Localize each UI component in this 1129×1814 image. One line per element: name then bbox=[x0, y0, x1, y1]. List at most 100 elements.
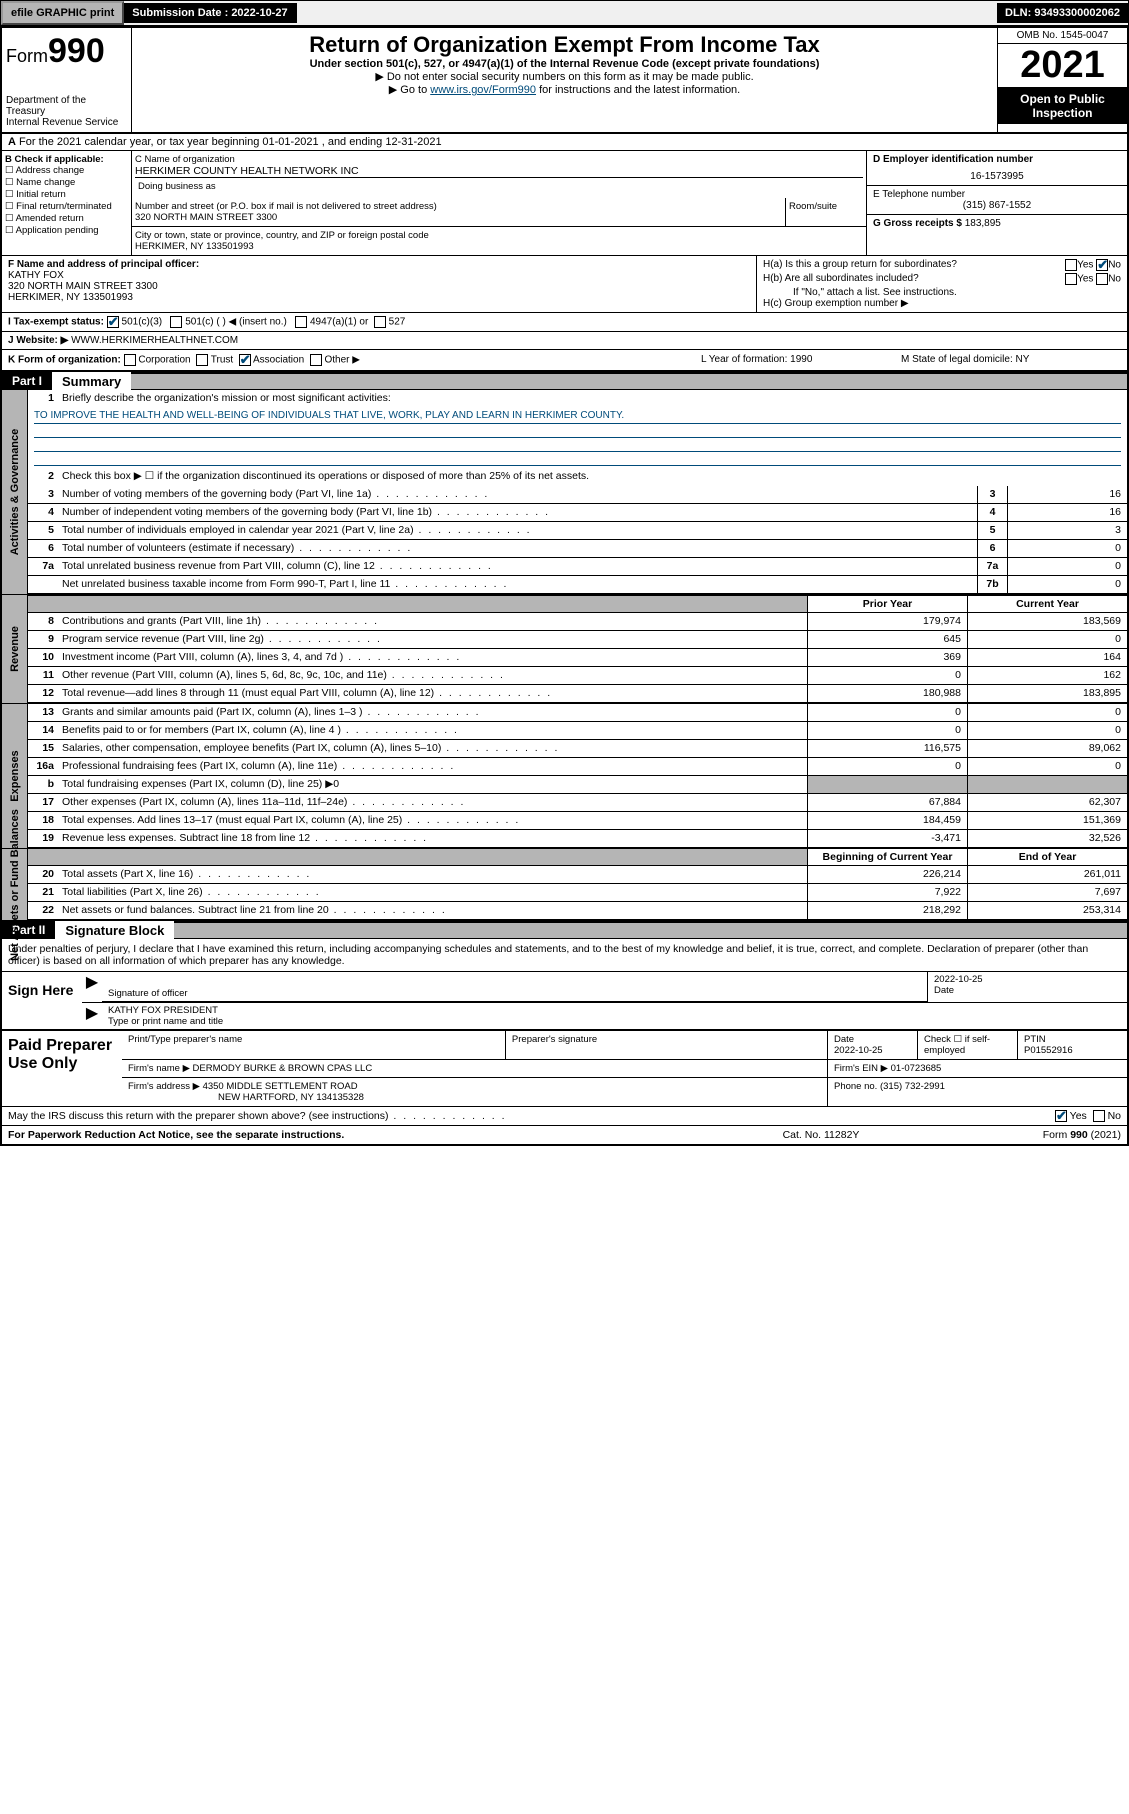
col-beginning-year: Beginning of Current Year bbox=[807, 849, 967, 865]
expense-line-15: 15Salaries, other compensation, employee… bbox=[28, 740, 1127, 758]
chk-trust[interactable] bbox=[196, 354, 208, 366]
vtab-activities: Activities & Governance bbox=[2, 390, 28, 594]
bottom-row: For Paperwork Reduction Act Notice, see … bbox=[2, 1126, 1127, 1144]
expense-line-19: 19Revenue less expenses. Subtract line 1… bbox=[28, 830, 1127, 848]
chk-501c3[interactable] bbox=[107, 316, 119, 328]
paid-preparer-block: Paid Preparer Use Only Print/Type prepar… bbox=[2, 1031, 1127, 1107]
expense-line-14: 14Benefits paid to or for members (Part … bbox=[28, 722, 1127, 740]
street-value: 320 NORTH MAIN STREET 3300 bbox=[135, 212, 782, 223]
line-1-label: Briefly describe the organization's miss… bbox=[58, 390, 1127, 408]
tax-year: 2021 bbox=[998, 44, 1127, 88]
section-revenue: Revenue Prior Year Current Year 8Contrib… bbox=[2, 595, 1127, 704]
instructions-note: ▶ Go to www.irs.gov/Form990 for instruct… bbox=[136, 83, 993, 96]
city-cell: City or town, state or province, country… bbox=[132, 226, 866, 255]
room-suite-cell: Room/suite bbox=[786, 198, 866, 226]
chk-discuss-yes[interactable] bbox=[1055, 1110, 1067, 1122]
prep-ptin-cell: PTINP01552916 bbox=[1017, 1031, 1127, 1059]
form-subtitle: Under section 501(c), 527, or 4947(a)(1)… bbox=[136, 58, 993, 70]
officer-name-title: KATHY FOX PRESIDENT bbox=[108, 1005, 1121, 1016]
col-d-e-g: D Employer identification number 16-1573… bbox=[867, 151, 1127, 255]
section-net-assets: Net Assets or Fund Balances Beginning of… bbox=[2, 849, 1127, 921]
sig-arrow-2: ▶ bbox=[82, 1003, 102, 1029]
part-2-header: Part II Signature Block bbox=[2, 921, 1127, 939]
expense-line-17: 17Other expenses (Part IX, column (A), l… bbox=[28, 794, 1127, 812]
chk-other[interactable] bbox=[310, 354, 322, 366]
chk-address-change[interactable]: ☐ Address change bbox=[5, 165, 128, 176]
block-i-j: I Tax-exempt status: 501(c)(3) 501(c) ( … bbox=[2, 313, 1127, 350]
sig-date-label: Date bbox=[934, 985, 1121, 996]
chk-initial-return[interactable]: ☐ Initial return bbox=[5, 189, 128, 200]
sig-date-value: 2022-10-25 bbox=[934, 974, 1121, 985]
row-k-l-m: K Form of organization: Corporation Trus… bbox=[2, 350, 1127, 372]
chk-corp[interactable] bbox=[124, 354, 136, 366]
expense-line-13: 13Grants and similar amounts paid (Part … bbox=[28, 704, 1127, 722]
col-current-year: Current Year bbox=[967, 596, 1127, 612]
mission-text: TO IMPROVE THE HEALTH AND WELL-BEING OF … bbox=[28, 408, 1127, 468]
org-name: HERKIMER COUNTY HEALTH NETWORK INC bbox=[135, 165, 863, 177]
chk-ha-no[interactable] bbox=[1096, 259, 1108, 271]
expense-line-b: bTotal fundraising expenses (Part IX, co… bbox=[28, 776, 1127, 794]
sign-here-block: Sign Here ▶ Signature of officer 2022-10… bbox=[2, 972, 1127, 1031]
sign-here-label: Sign Here bbox=[2, 972, 82, 1029]
revenue-line-10: 10Investment income (Part VIII, column (… bbox=[28, 649, 1127, 667]
revenue-line-11: 11Other revenue (Part VIII, column (A), … bbox=[28, 667, 1127, 685]
prep-self-emp: Check ☐ if self-employed bbox=[917, 1031, 1017, 1059]
chk-hb-yes[interactable] bbox=[1065, 273, 1077, 285]
chk-assoc[interactable] bbox=[239, 354, 251, 366]
paid-preparer-label: Paid Preparer Use Only bbox=[2, 1031, 122, 1106]
section-expenses: Expenses 13Grants and similar amounts pa… bbox=[2, 704, 1127, 849]
expense-line-16a: 16aProfessional fundraising fees (Part I… bbox=[28, 758, 1127, 776]
col-h-group: H(a) Is this a group return for subordin… bbox=[757, 256, 1127, 312]
website-value: WWW.HERKIMERHEALTHNET.COM bbox=[71, 335, 238, 346]
chk-amended[interactable]: ☐ Amended return bbox=[5, 213, 128, 224]
revenue-line-8: 8Contributions and grants (Part VIII, li… bbox=[28, 613, 1127, 631]
hb-note: If "No," attach a list. See instructions… bbox=[763, 287, 1121, 298]
sig-officer-label: Signature of officer bbox=[108, 988, 921, 999]
form-no-footer: Form 990 (2021) bbox=[921, 1129, 1121, 1141]
chk-4947[interactable] bbox=[295, 316, 307, 328]
col-end-year: End of Year bbox=[967, 849, 1127, 865]
summary-line-3: 3Number of voting members of the governi… bbox=[28, 486, 1127, 504]
top-bar: efile GRAPHIC print Submission Date : 20… bbox=[0, 0, 1129, 26]
form-990: Form990 Department of the Treasury Inter… bbox=[0, 26, 1129, 1146]
rev-hdr-spacer bbox=[28, 596, 807, 612]
chk-501c[interactable] bbox=[170, 316, 182, 328]
balance-line-20: 20Total assets (Part X, line 16)226,2142… bbox=[28, 866, 1127, 884]
chk-527[interactable] bbox=[374, 316, 386, 328]
ein-value: 16-1573995 bbox=[873, 171, 1121, 182]
summary-line-7b: Net unrelated business taxable income fr… bbox=[28, 576, 1127, 594]
officer-name-title-label: Type or print name and title bbox=[108, 1016, 1121, 1027]
irs-link[interactable]: www.irs.gov/Form990 bbox=[430, 84, 536, 96]
section-activities-governance: Activities & Governance 1Briefly describ… bbox=[2, 390, 1127, 595]
line-2: Check this box ▶ ☐ if the organization d… bbox=[58, 468, 1127, 486]
chk-discuss-no[interactable] bbox=[1093, 1110, 1105, 1122]
row-i-tax-exempt: I Tax-exempt status: 501(c)(3) 501(c) ( … bbox=[2, 313, 1127, 331]
telephone-value: (315) 867-1552 bbox=[873, 200, 1121, 211]
chk-final-return[interactable]: ☐ Final return/terminated bbox=[5, 201, 128, 212]
discuss-row: May the IRS discuss this return with the… bbox=[2, 1107, 1127, 1126]
prep-name-hdr: Print/Type preparer's name bbox=[122, 1031, 505, 1059]
chk-name-change[interactable]: ☐ Name change bbox=[5, 177, 128, 188]
revenue-line-9: 9Program service revenue (Part VIII, lin… bbox=[28, 631, 1127, 649]
block-b-c-d: B Check if applicable: ☐ Address change … bbox=[2, 151, 1127, 256]
form-header: Form990 Department of the Treasury Inter… bbox=[2, 28, 1127, 134]
ein-label: D Employer identification number bbox=[873, 154, 1121, 165]
officer-addr2: HERKIMER, NY 133501993 bbox=[8, 292, 133, 303]
chk-hb-no[interactable] bbox=[1096, 273, 1108, 285]
dba-cell: Doing business as bbox=[135, 177, 863, 195]
officer-name: KATHY FOX bbox=[8, 270, 64, 281]
col-prior-year: Prior Year bbox=[807, 596, 967, 612]
part-1-header: Part I Summary bbox=[2, 372, 1127, 390]
summary-line-7a: 7aTotal unrelated business revenue from … bbox=[28, 558, 1127, 576]
discuss-text: May the IRS discuss this return with the… bbox=[8, 1110, 1055, 1122]
firm-name-cell: Firm's name ▶ DERMODY BURKE & BROWN CPAS… bbox=[122, 1060, 827, 1077]
chk-ha-yes[interactable] bbox=[1065, 259, 1077, 271]
efile-print-button[interactable]: efile GRAPHIC print bbox=[1, 1, 124, 25]
balance-line-22: 22Net assets or fund balances. Subtract … bbox=[28, 902, 1127, 920]
chk-application-pending[interactable]: ☐ Application pending bbox=[5, 225, 128, 236]
form-title: Return of Organization Exempt From Incom… bbox=[136, 32, 993, 58]
expense-line-18: 18Total expenses. Add lines 13–17 (must … bbox=[28, 812, 1127, 830]
omb-number: OMB No. 1545-0047 bbox=[998, 28, 1127, 44]
street-cell: Number and street (or P.O. box if mail i… bbox=[132, 198, 786, 226]
revenue-line-12: 12Total revenue—add lines 8 through 11 (… bbox=[28, 685, 1127, 703]
